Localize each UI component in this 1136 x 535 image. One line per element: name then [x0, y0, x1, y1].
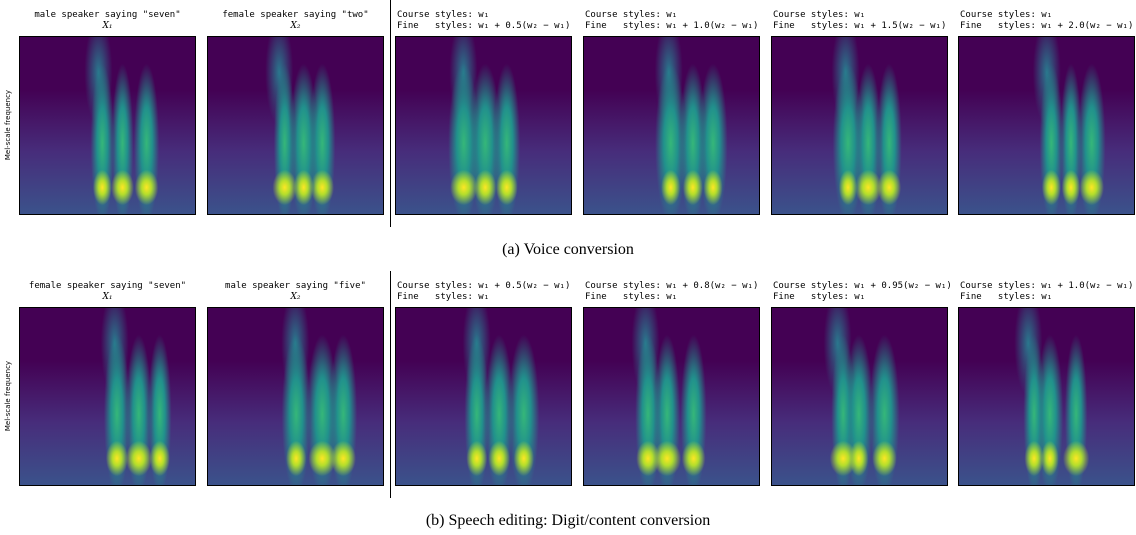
fine-styles: Fine styles: w₁ [397, 292, 489, 302]
spectrogram [395, 36, 572, 215]
course-styles: Course styles: w₁ [773, 10, 865, 20]
panel-symbol: X₂ [207, 292, 384, 302]
figure: Mel-scale frequency male speaker saying "… [0, 0, 1136, 535]
spectrogram [395, 307, 572, 486]
course-styles: Course styles: w₁ [585, 10, 677, 20]
fine-styles: Fine styles: w₁ + 2.0(w₂ − w₁) [960, 21, 1133, 31]
spectrogram [583, 36, 760, 215]
course-styles: Course styles: w₁ + 0.5(w₂ − w₁) [397, 281, 570, 291]
caption: (a) Voice conversion [0, 241, 1136, 259]
fine-styles: Fine styles: w₁ + 0.5(w₂ − w₁) [397, 21, 570, 31]
fine-styles: Fine styles: w₁ [773, 292, 865, 302]
y-axis-label: Mel-scale frequency [4, 336, 12, 456]
spectrogram [771, 36, 948, 215]
spectrogram [19, 307, 196, 486]
fine-styles: Fine styles: w₁ [960, 292, 1052, 302]
spectrogram [207, 36, 384, 215]
spectrogram [958, 307, 1135, 486]
panel-title: male speaker saying "seven" [19, 10, 196, 20]
fine-styles: Fine styles: w₁ + 1.5(w₂ − w₁) [773, 21, 946, 31]
course-styles: Course styles: w₁ + 0.95(w₂ − w₁) [773, 281, 952, 291]
panel-title: female speaker saying "seven" [19, 281, 196, 291]
spectrogram [958, 36, 1135, 215]
panel-title: female speaker saying "two" [207, 10, 384, 20]
spectrogram [771, 307, 948, 486]
spectrogram [19, 36, 196, 215]
panel-symbol: X₁ [19, 292, 196, 302]
course-styles: Course styles: w₁ [397, 10, 489, 20]
caption: (b) Speech editing: Digit/content conver… [0, 512, 1136, 530]
course-styles: Course styles: w₁ [960, 10, 1052, 20]
fine-styles: Fine styles: w₁ [585, 292, 677, 302]
spectrogram [207, 307, 384, 486]
divider [390, 0, 391, 227]
course-styles: Course styles: w₁ + 0.8(w₂ − w₁) [585, 281, 758, 291]
divider [390, 271, 391, 498]
panel-title: male speaker saying "five" [207, 281, 384, 291]
course-styles: Course styles: w₁ + 1.0(w₂ − w₁) [960, 281, 1133, 291]
spectrogram [583, 307, 760, 486]
y-axis-label: Mel-scale frequency [4, 65, 12, 185]
panel-symbol: X₂ [207, 21, 384, 31]
panel-symbol: X₁ [19, 21, 196, 31]
fine-styles: Fine styles: w₁ + 1.0(w₂ − w₁) [585, 21, 758, 31]
